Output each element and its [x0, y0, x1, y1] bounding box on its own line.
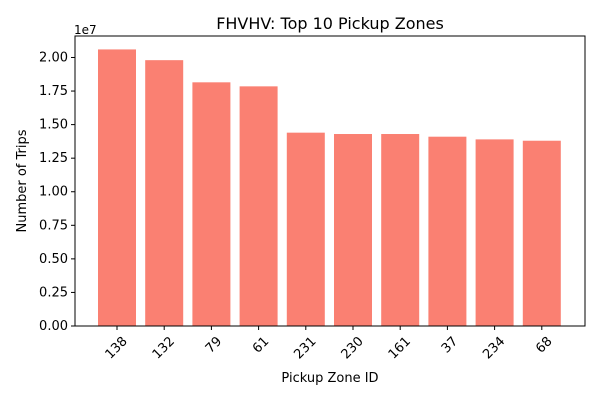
- plot-frame: [74, 35, 586, 327]
- bar-234: [475, 139, 514, 326]
- x-tick-label: 230: [339, 334, 367, 362]
- bar-61: [239, 86, 278, 326]
- x-tick-label: 132: [150, 334, 178, 362]
- x-tick-label: 37: [439, 334, 461, 356]
- y-tick-label: 1.75: [39, 84, 68, 99]
- chart-title: FHVHV: Top 10 Pickup Zones: [216, 14, 444, 33]
- x-tick-label: 79: [203, 334, 225, 356]
- bar-132: [145, 60, 184, 327]
- x-tick-label: 68: [533, 334, 555, 356]
- y-tick-label: 0.25: [39, 285, 68, 300]
- y-tick-label: 1.50: [39, 118, 68, 133]
- y-tick-label: 0.50: [39, 252, 68, 267]
- x-tick-label: 231: [291, 334, 319, 362]
- bar-231: [286, 132, 325, 326]
- y-tick-label: 1.00: [39, 185, 68, 200]
- bar-68: [522, 140, 561, 326]
- bar-138: [98, 49, 136, 326]
- y-tick-label: 2.00: [39, 50, 68, 65]
- y-tick-label: 1.25: [39, 151, 68, 166]
- y-axis-label: Number of Trips: [15, 129, 30, 232]
- x-tick-label: 61: [250, 334, 272, 356]
- bar-79: [192, 82, 231, 326]
- x-axis-ticks: 138 132 79 61 231 230 161 37 234 68: [103, 326, 556, 362]
- x-tick-label: 138: [103, 334, 131, 362]
- x-tick-label: 161: [386, 334, 414, 362]
- bar-161: [381, 134, 420, 326]
- bars-group: [98, 49, 561, 327]
- y-tick-label: 0.75: [39, 218, 68, 233]
- y-axis-ticks: 0.00 0.25 0.50 0.75 1.00 1.25 1.50 1.75 2.00: [39, 50, 75, 334]
- x-tick-label: 234: [480, 334, 508, 362]
- x-axis-label: Pickup Zone ID: [281, 371, 378, 386]
- y-axis-offset-label: 1e7: [74, 23, 97, 37]
- y-tick-label: 0.00: [39, 319, 68, 334]
- bar-37: [428, 136, 467, 326]
- bar-230: [334, 134, 372, 326]
